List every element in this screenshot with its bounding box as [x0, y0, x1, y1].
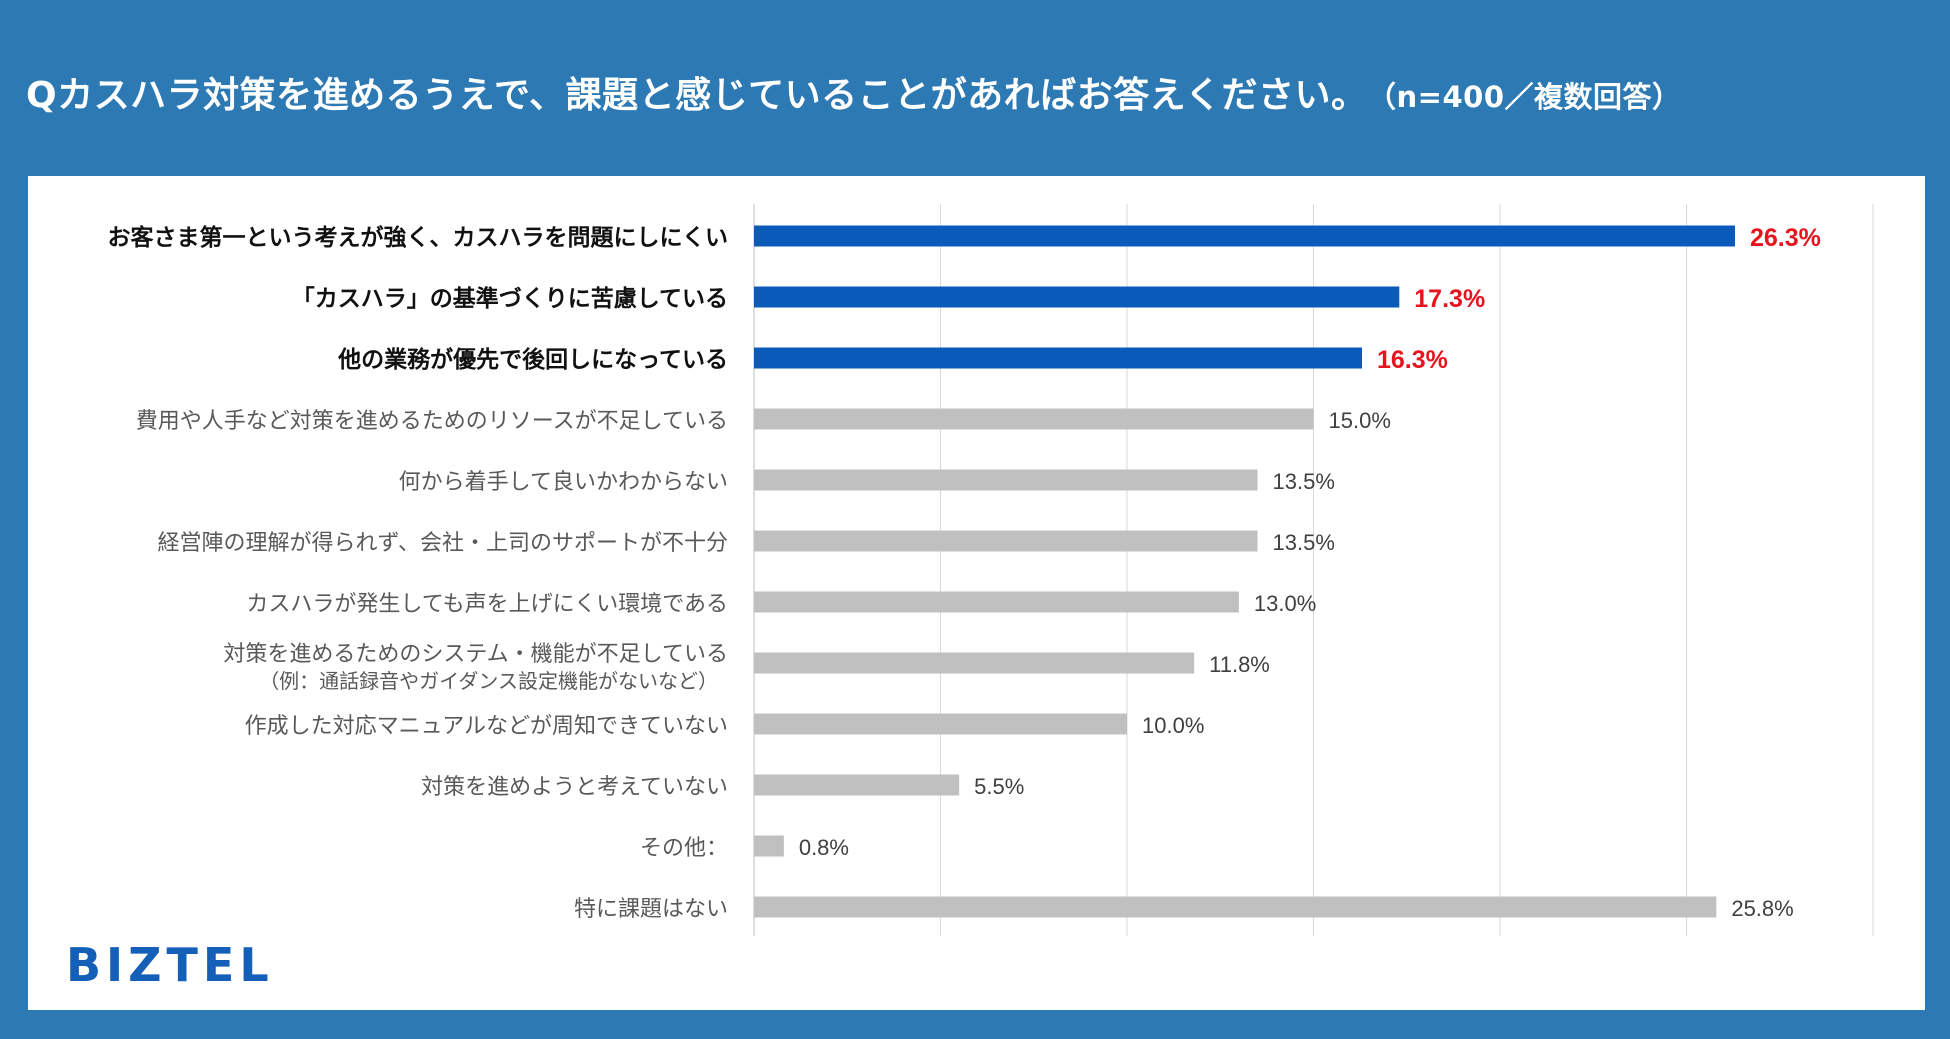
bar — [754, 408, 1314, 430]
value-label: 13.0% — [1254, 591, 1316, 616]
bar — [754, 530, 1258, 552]
bar — [754, 591, 1239, 613]
bar — [754, 286, 1400, 308]
value-label: 17.3% — [1414, 285, 1485, 313]
value-label: 13.5% — [1273, 530, 1335, 555]
title-note: （n=400／複数回答） — [1381, 80, 1682, 114]
value-label: 15.0% — [1329, 408, 1391, 433]
value-label: 0.8% — [799, 835, 849, 860]
category-label: 何から着手して良いかわからない — [399, 470, 728, 495]
bar — [754, 347, 1362, 369]
bar-chart: お客さま第一という考えが強く、カスハラを問題にしにくい 26.3% 「カスハラ」の基… — [107, 204, 1874, 936]
bar — [754, 774, 960, 796]
value-label: 10.0% — [1142, 713, 1204, 738]
chart-panel: お客さま第一という考えが強く、カスハラを問題にしにくい 26.3% 「カスハラ」の基… — [28, 176, 1925, 1010]
value-label: 25.8% — [1731, 896, 1793, 921]
bar — [754, 835, 784, 857]
category-label: カスハラが発生しても声を上げにくい環境である — [246, 592, 728, 617]
category-label: その他： — [640, 836, 728, 861]
value-label: 11.8% — [1209, 652, 1270, 677]
bar — [754, 469, 1258, 491]
category-label: 作成した対応マニュアルなどが周知できていない — [245, 714, 728, 739]
bar — [754, 896, 1717, 918]
category-label: 「カスハラ」の基準づくりに苦慮している — [292, 285, 728, 312]
value-label: 16.3% — [1377, 346, 1448, 374]
category-label: 対策を進めようと考えていない — [421, 775, 728, 800]
category-label: 他の業務が優先で後回しになっている — [337, 346, 728, 373]
category-sublabel: （例：通話録音やガイダンス設定機能がないなど） — [259, 669, 718, 693]
bar — [754, 652, 1195, 674]
category-label: 経営陣の理解が得られず、会社・上司のサポートが不十分 — [158, 531, 728, 556]
bar — [754, 713, 1127, 735]
value-label: 13.5% — [1273, 469, 1335, 494]
title-main: Qカスハラ対策を進めるうえで、課題と感じていることがあればお答えください。 — [26, 75, 1368, 116]
category-label: 費用や人手など対策を進めるためのリソースが不足している — [136, 409, 728, 434]
bar — [754, 225, 1735, 247]
value-label: 26.3% — [1750, 224, 1821, 252]
chart-title: Qカスハラ対策を進めるうえで、課題と感じていることがあればお答えください。 （n=… — [26, 66, 1682, 118]
category-label: お客さま第一という考えが強く、カスハラを問題にしにくい — [107, 224, 728, 251]
biztel-logo: BIZTEL — [66, 938, 274, 992]
value-label: 5.5% — [974, 774, 1024, 799]
category-label: 対策を進めるためのシステム・機能が不足している — [223, 642, 728, 667]
category-label: 特に課題はない — [574, 897, 728, 922]
